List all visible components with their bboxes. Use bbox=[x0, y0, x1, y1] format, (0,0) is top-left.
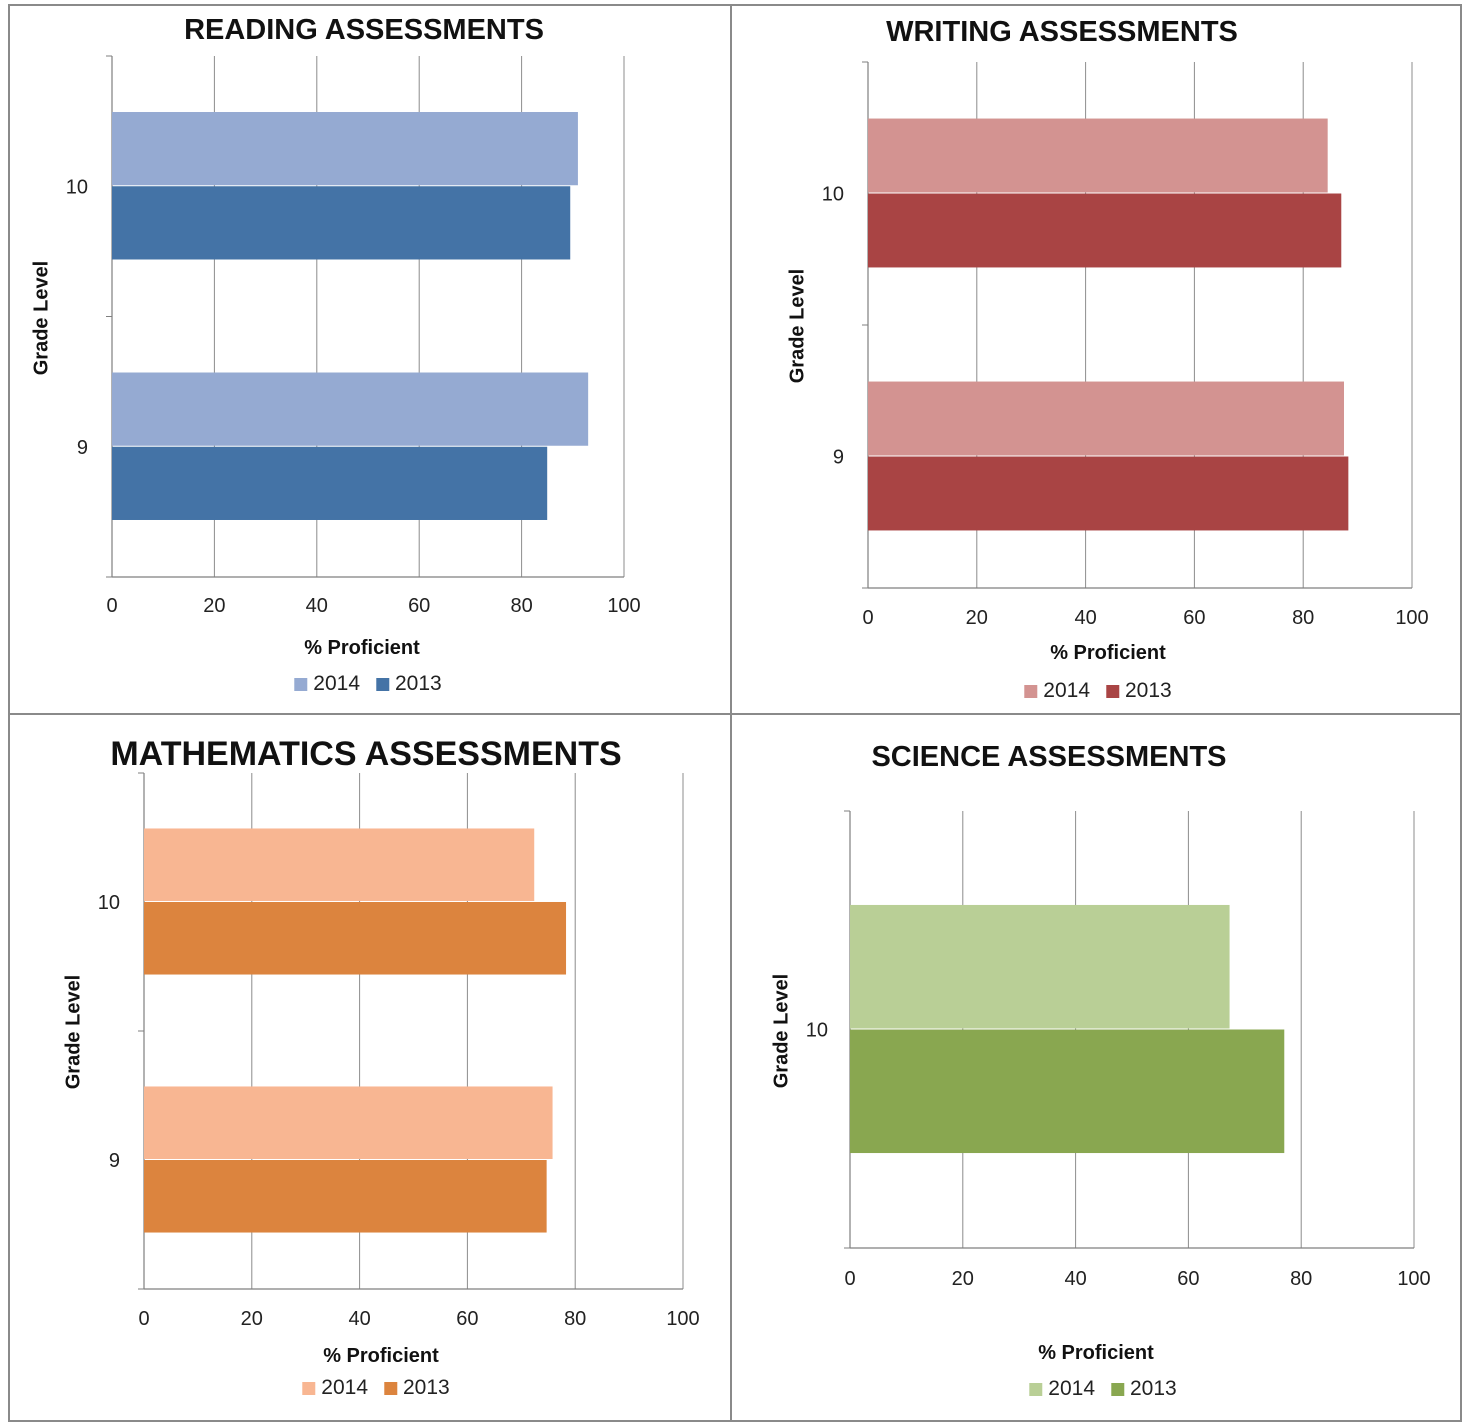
y-category-label: 10 bbox=[98, 892, 120, 914]
bar-grade-9-2013 bbox=[868, 456, 1349, 531]
mathematics-x-axis-label: % Proficient bbox=[323, 1345, 439, 1367]
reading-chart-plot: 0 20 40 60 80 100 10 9 bbox=[66, 55, 641, 617]
x-tick-label: 0 bbox=[106, 595, 117, 617]
writing-x-axis-label: % Proficient bbox=[1050, 642, 1166, 664]
legend-label-2013: 2013 bbox=[395, 672, 442, 695]
mathematics-legend: 2014 2013 bbox=[302, 1376, 450, 1400]
mathematics-chart-panel: 0 20 40 60 80 100 10 9 MATHEMATICS ASSESSMENTS … bbox=[8, 713, 732, 1422]
y-category-label: 10 bbox=[66, 176, 88, 198]
reading-y-axis-label: Grade Level bbox=[30, 260, 53, 376]
x-tick-label: 0 bbox=[844, 1268, 855, 1290]
y-category-label: 10 bbox=[806, 1020, 828, 1042]
legend-item-2013: 2013 bbox=[376, 672, 442, 696]
legend-item-2013: 2013 bbox=[1111, 1377, 1177, 1401]
legend-item-2014: 2014 bbox=[1024, 679, 1090, 703]
legend-swatch-2013 bbox=[1106, 684, 1119, 698]
reading-x-axis-label: % Proficient bbox=[304, 637, 420, 659]
writing-legend: 2014 2013 bbox=[1024, 679, 1172, 703]
x-tick-label: 40 bbox=[1074, 607, 1096, 629]
writing-chart-plot: 0 20 40 60 80 100 10 9 bbox=[822, 61, 1429, 629]
x-tick-label: 80 bbox=[1290, 1268, 1312, 1290]
bar-grade-9-2013 bbox=[112, 446, 548, 520]
legend-label-2014: 2014 bbox=[1048, 1377, 1095, 1400]
x-tick-label: 80 bbox=[510, 595, 532, 617]
legend-swatch-2013 bbox=[1111, 1382, 1124, 1396]
writing-y-axis-label: Grade Level bbox=[786, 268, 809, 384]
science-x-axis-label: % Proficient bbox=[1038, 1342, 1154, 1364]
legend-label-2013: 2013 bbox=[403, 1376, 450, 1399]
bar-grade-9-2014 bbox=[144, 1086, 553, 1159]
x-tick-label: 40 bbox=[348, 1308, 370, 1330]
science-legend: 2014 2013 bbox=[1029, 1377, 1177, 1401]
bar-grade-10-2014 bbox=[850, 904, 1230, 1029]
x-tick-label: 80 bbox=[1292, 607, 1314, 629]
legend-item-2013: 2013 bbox=[384, 1376, 450, 1400]
legend-label-2013: 2013 bbox=[1130, 1377, 1177, 1400]
x-tick-label: 0 bbox=[138, 1308, 149, 1330]
mathematics-chart-title: MATHEMATICS ASSESSMENTS bbox=[110, 735, 622, 773]
x-tick-label: 100 bbox=[1397, 1268, 1430, 1290]
x-tick-label: 100 bbox=[607, 595, 640, 617]
writing-chart-panel: 0 20 40 60 80 100 10 9 WRITING ASSESSMENTS Grad… bbox=[730, 4, 1462, 715]
bar-grade-10-2014 bbox=[144, 828, 535, 901]
x-tick-label: 60 bbox=[1177, 1268, 1199, 1290]
legend-swatch-2014 bbox=[1024, 684, 1038, 698]
x-tick-label: 20 bbox=[966, 607, 988, 629]
legend-swatch-2013 bbox=[376, 677, 389, 691]
science-y-axis-label: Grade Level bbox=[770, 973, 793, 1089]
reading-legend: 2014 2013 bbox=[294, 672, 442, 696]
legend-label-2014: 2014 bbox=[321, 1376, 368, 1399]
legend-swatch-2013 bbox=[384, 1381, 397, 1395]
x-tick-label: 60 bbox=[456, 1308, 478, 1330]
reading-chart-title: READING ASSESSMENTS bbox=[184, 14, 544, 46]
reading-chart-panel: 0 20 40 60 80 100 10 9 READING ASSESSMENTS Grad… bbox=[8, 4, 732, 715]
legend-item-2014: 2014 bbox=[294, 672, 360, 696]
x-tick-label: 100 bbox=[1395, 607, 1428, 629]
x-tick-label: 20 bbox=[203, 595, 225, 617]
legend-label-2014: 2014 bbox=[1043, 679, 1090, 702]
legend-item-2014: 2014 bbox=[302, 1376, 368, 1400]
y-category-label: 9 bbox=[77, 437, 88, 459]
bar-grade-9-2014 bbox=[112, 372, 589, 446]
science-chart-plot: 0 20 40 60 80 100 10 bbox=[806, 810, 1431, 1290]
bar-grade-9-2014 bbox=[868, 381, 1344, 456]
x-tick-label: 40 bbox=[1064, 1268, 1086, 1290]
bar-grade-10-2014 bbox=[112, 112, 578, 186]
x-tick-label: 0 bbox=[862, 607, 873, 629]
bar-grade-9-2013 bbox=[144, 1160, 547, 1233]
legend-item-2013: 2013 bbox=[1106, 679, 1172, 703]
y-category-label: 9 bbox=[833, 447, 844, 469]
legend-label-2013: 2013 bbox=[1125, 679, 1172, 702]
bar-grade-10-2014 bbox=[868, 118, 1328, 193]
science-chart-panel: 0 20 40 60 80 100 10 SCIENCE ASSESSMENTS Grade… bbox=[730, 713, 1462, 1422]
mathematics-y-axis-label: Grade Level bbox=[62, 974, 85, 1090]
bar-grade-10-2013 bbox=[850, 1029, 1285, 1154]
legend-swatch-2014 bbox=[302, 1381, 316, 1395]
x-tick-label: 40 bbox=[306, 595, 328, 617]
bar-grade-10-2013 bbox=[144, 902, 567, 975]
x-tick-label: 20 bbox=[241, 1308, 263, 1330]
x-tick-label: 60 bbox=[408, 595, 430, 617]
legend-item-2014: 2014 bbox=[1029, 1377, 1095, 1401]
x-tick-label: 20 bbox=[952, 1268, 974, 1290]
legend-swatch-2014 bbox=[294, 677, 308, 691]
mathematics-chart-plot: 0 20 40 60 80 100 10 9 bbox=[98, 772, 700, 1330]
x-tick-label: 60 bbox=[1183, 607, 1205, 629]
bar-grade-10-2013 bbox=[112, 186, 571, 260]
y-category-label: 10 bbox=[822, 184, 844, 206]
writing-chart-title: WRITING ASSESSMENTS bbox=[886, 16, 1238, 48]
x-tick-label: 80 bbox=[564, 1308, 586, 1330]
x-tick-label: 100 bbox=[666, 1308, 699, 1330]
legend-swatch-2014 bbox=[1029, 1382, 1043, 1396]
y-category-label: 9 bbox=[109, 1150, 120, 1172]
science-chart-title: SCIENCE ASSESSMENTS bbox=[871, 741, 1227, 773]
legend-label-2014: 2014 bbox=[313, 672, 360, 695]
bar-grade-10-2013 bbox=[868, 193, 1342, 268]
